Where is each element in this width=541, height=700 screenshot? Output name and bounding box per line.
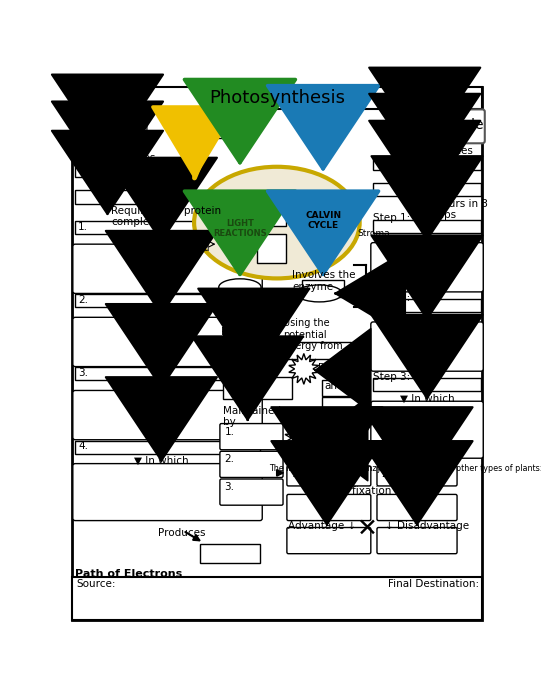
Text: and: and: [325, 382, 344, 391]
FancyBboxPatch shape: [73, 109, 147, 151]
Text: Involves the
enzyme: Involves the enzyme: [292, 270, 356, 292]
Bar: [373, 220, 481, 232]
Text: Requires: Requires: [314, 430, 359, 440]
Text: Source:: Source:: [77, 579, 116, 589]
Bar: [72, 577, 483, 620]
Text: ▼ In which: ▼ In which: [400, 393, 454, 403]
Bar: [257, 195, 286, 227]
Bar: [301, 279, 344, 297]
FancyBboxPatch shape: [398, 109, 485, 144]
Bar: [72, 87, 483, 108]
FancyBboxPatch shape: [377, 494, 457, 521]
Text: Oxidizes: Oxidizes: [111, 153, 156, 162]
Text: Step 2:: Step 2:: [373, 293, 411, 302]
Text: Final Destination:: Final Destination:: [388, 579, 479, 589]
FancyBboxPatch shape: [73, 317, 262, 367]
Bar: [75, 440, 260, 454]
Bar: [200, 545, 260, 563]
Text: to: to: [111, 179, 122, 190]
Ellipse shape: [219, 122, 261, 139]
FancyBboxPatch shape: [371, 322, 483, 371]
Text: 2.: 2.: [78, 295, 88, 305]
Text: ▼ In which: ▼ In which: [134, 383, 189, 393]
Text: Across the: Across the: [223, 368, 278, 377]
Text: Step 1:: Step 1:: [373, 214, 411, 223]
Text: Requires: Requires: [318, 363, 363, 372]
Text: Using the
potential
energy from: Using the potential energy from: [283, 318, 342, 351]
FancyBboxPatch shape: [220, 479, 283, 505]
Text: Photosynthesis: Photosynthesis: [210, 89, 346, 106]
Ellipse shape: [302, 122, 344, 139]
Bar: [257, 234, 286, 263]
Bar: [75, 368, 260, 381]
Text: Produces: Produces: [157, 528, 205, 538]
Ellipse shape: [222, 197, 257, 256]
Text: ✕: ✕: [357, 517, 378, 540]
Bar: [373, 156, 481, 170]
Text: Produces: Produces: [221, 328, 265, 337]
Polygon shape: [285, 421, 318, 455]
Text: 2.: 2.: [381, 469, 392, 479]
FancyBboxPatch shape: [73, 244, 262, 293]
Text: Occurs in 3
steps: Occurs in 3 steps: [428, 199, 487, 220]
Text: 1.: 1.: [78, 222, 88, 232]
Ellipse shape: [297, 200, 349, 250]
FancyBboxPatch shape: [377, 528, 457, 554]
Bar: [223, 377, 292, 399]
FancyBboxPatch shape: [287, 528, 371, 554]
Bar: [321, 398, 364, 413]
Bar: [373, 183, 481, 197]
Text: CALVIN
CYCLE: CALVIN CYCLE: [305, 211, 341, 230]
Text: 4.: 4.: [78, 441, 88, 452]
FancyBboxPatch shape: [220, 452, 283, 477]
Ellipse shape: [194, 167, 360, 279]
Bar: [373, 299, 481, 312]
FancyBboxPatch shape: [371, 401, 483, 458]
FancyBboxPatch shape: [220, 424, 283, 450]
Text: 3.: 3.: [78, 368, 88, 378]
Text: Path of Electrons: Path of Electrons: [75, 569, 182, 579]
Text: to: to: [428, 172, 439, 183]
Ellipse shape: [219, 279, 261, 295]
Text: Stroma: Stroma: [358, 229, 391, 238]
Text: Reduces: Reduces: [428, 146, 472, 156]
Text: Advantage ↓: Advantage ↓: [288, 522, 357, 531]
Bar: [75, 163, 183, 177]
Text: ▼ In which: ▼ In which: [134, 309, 189, 320]
Text: Requires four protein
complexes: Requires four protein complexes: [111, 206, 221, 228]
FancyBboxPatch shape: [287, 494, 371, 521]
Text: ▼ In which: ▼ In which: [134, 237, 189, 246]
Bar: [75, 221, 260, 234]
Text: 1.: 1.: [225, 427, 234, 437]
Polygon shape: [289, 354, 319, 384]
Bar: [373, 378, 481, 391]
Text: Calvin Cycle: Calvin Cycle: [398, 118, 484, 132]
Text: ▼ In which: ▼ In which: [134, 456, 189, 466]
FancyBboxPatch shape: [287, 466, 371, 486]
FancyBboxPatch shape: [73, 391, 262, 440]
FancyBboxPatch shape: [377, 466, 457, 486]
Text: Thylakoid: Thylakoid: [169, 244, 210, 253]
Polygon shape: [247, 314, 280, 347]
Bar: [75, 294, 260, 307]
Bar: [321, 381, 364, 395]
Text: Step 3:: Step 3:: [373, 372, 411, 382]
Text: ▼ In which: ▼ In which: [400, 314, 454, 324]
Text: Maintained
by: Maintained by: [223, 406, 281, 428]
Text: ▼ In which: ▼ In which: [400, 235, 454, 245]
FancyBboxPatch shape: [73, 463, 262, 521]
Text: 3.: 3.: [225, 482, 234, 492]
Text: 2.: 2.: [225, 454, 234, 464]
Text: The inefficiency of this enzyme has led to two other types of plants:: The inefficiency of this enzyme has led …: [269, 464, 541, 473]
Bar: [283, 342, 351, 359]
Bar: [75, 190, 183, 204]
Text: LIGHT
REACTIONS: LIGHT REACTIONS: [213, 218, 267, 238]
Bar: [186, 122, 225, 138]
Ellipse shape: [296, 285, 342, 302]
Text: Carbon fixation occurs: Carbon fixation occurs: [311, 486, 429, 496]
Text: Light
Reactions: Light Reactions: [76, 118, 143, 148]
Text: ↓ Disadvantage: ↓ Disadvantage: [385, 522, 469, 531]
FancyBboxPatch shape: [371, 243, 483, 292]
Text: 1.: 1.: [292, 469, 301, 479]
